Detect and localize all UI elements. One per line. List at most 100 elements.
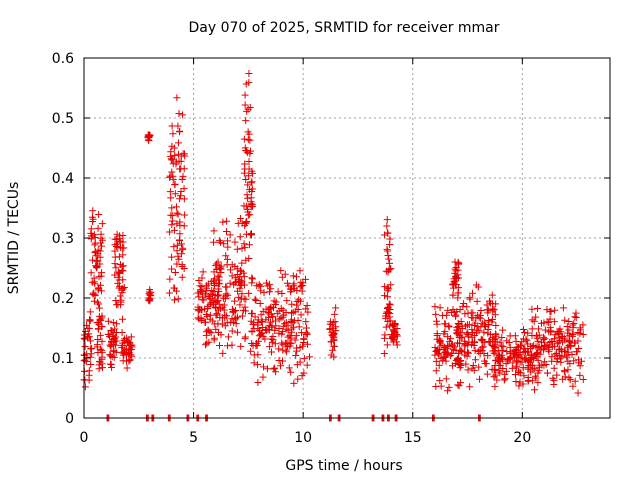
data-point: [523, 337, 531, 345]
data-point: [453, 339, 461, 347]
data-point: [495, 347, 503, 355]
data-point: [262, 326, 270, 334]
data-point: [236, 266, 244, 274]
data-point: [498, 342, 506, 350]
data-point: [466, 383, 474, 391]
data-point: [459, 302, 467, 310]
data-point: [112, 242, 120, 250]
data-point: [87, 360, 95, 368]
data-point: [533, 334, 541, 342]
data-point: [248, 178, 256, 186]
data-point: [564, 329, 572, 337]
data-point: [383, 245, 391, 253]
data-point: [381, 283, 389, 291]
data-point: [330, 333, 338, 341]
data-point: [571, 377, 579, 385]
data-point: [511, 351, 519, 359]
data-point: [112, 236, 120, 244]
data-point: [115, 253, 123, 261]
data-point: [95, 273, 103, 281]
data-point: [453, 355, 461, 363]
data-point: [180, 265, 188, 273]
data-point: [245, 172, 253, 180]
data-point: [479, 343, 487, 351]
data-point: [219, 218, 227, 226]
data-point: [534, 344, 542, 352]
data-point: [574, 328, 582, 336]
data-point: [104, 317, 112, 325]
data-point: [197, 317, 205, 325]
data-point: [484, 352, 492, 360]
data-point: [432, 367, 440, 375]
data-point: [248, 274, 256, 282]
data-point: [538, 338, 546, 346]
data-point: [302, 329, 310, 337]
data-point: [495, 367, 503, 375]
data-point: [119, 238, 127, 246]
data-point: [515, 350, 523, 358]
data-point: [277, 314, 285, 322]
data-point: [168, 142, 176, 150]
data-point: [198, 283, 206, 291]
data-point: [267, 348, 275, 356]
data-point: [216, 264, 224, 272]
data-point: [279, 357, 287, 365]
data-point: [275, 329, 283, 337]
data-point: [201, 289, 209, 297]
data-point: [260, 363, 268, 371]
data-point: [238, 290, 246, 298]
data-point: [389, 322, 397, 330]
data-point: [267, 304, 275, 312]
data-point: [473, 329, 481, 337]
data-point: [483, 370, 491, 378]
data-point: [95, 304, 103, 312]
data-point: [174, 210, 182, 218]
data-point: [87, 345, 95, 353]
data-point: [289, 308, 297, 316]
data-point: [553, 358, 561, 366]
data-point: [461, 340, 469, 348]
data-point: [551, 331, 559, 339]
data-point: [441, 328, 449, 336]
x-axis-ticks: 0 5 10 15 20: [80, 58, 531, 446]
data-point: [180, 185, 188, 193]
data-point: [328, 321, 336, 329]
data-point: [494, 357, 502, 365]
data-point: [166, 173, 174, 181]
data-point: [222, 283, 230, 291]
data-point: [389, 338, 397, 346]
data-point: [248, 275, 256, 283]
data-point: [203, 312, 211, 320]
data-point: [264, 309, 272, 317]
data-point: [385, 255, 393, 263]
data-point: [299, 339, 307, 347]
data-point: [560, 348, 568, 356]
data-point: [109, 319, 117, 327]
data-point: [492, 332, 500, 340]
data-point: [570, 357, 578, 365]
data-point: [534, 379, 542, 387]
data-point: [175, 255, 183, 263]
data-point: [271, 326, 279, 334]
data-point: [303, 340, 311, 348]
data-point: [98, 337, 106, 345]
data-point: [549, 374, 557, 382]
data-point: [267, 318, 275, 326]
data-point: [174, 295, 182, 303]
data-point: [512, 337, 520, 345]
data-point: [544, 346, 552, 354]
data-point: [120, 348, 128, 356]
data-point: [89, 218, 97, 226]
data-point: [242, 117, 250, 125]
data-point: [261, 335, 269, 343]
data-point: [569, 330, 577, 338]
data-point: [506, 343, 514, 351]
data-point: [171, 269, 179, 277]
data-point: [484, 309, 492, 317]
data-point: [98, 242, 106, 250]
data-point: [87, 350, 95, 358]
data-point: [382, 323, 390, 331]
data-point: [294, 306, 302, 314]
data-point: [550, 381, 558, 389]
